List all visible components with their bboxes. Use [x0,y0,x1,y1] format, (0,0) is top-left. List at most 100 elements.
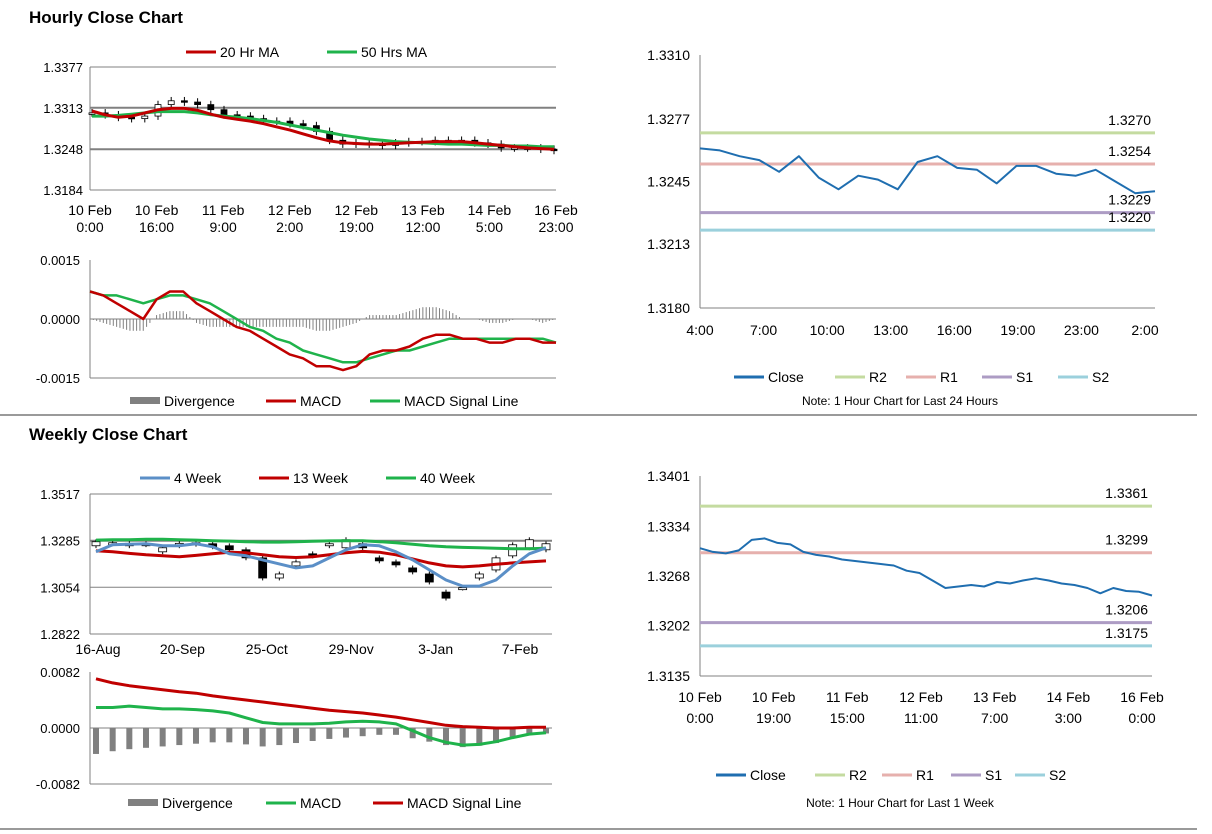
weekly-legend-ma40-label: 40 Week [420,470,476,486]
hourly-xtick-date: 10 Feb [135,202,179,218]
weekly-macd-ytick-label: 0.0000 [40,721,80,736]
weekly-divergence-bar [343,728,349,738]
close1w-level-label-s1: 1.3206 [1105,602,1148,618]
close1w-ytick-label: 1.3135 [647,668,690,684]
weekly-divergence-bar [259,728,266,747]
close24h-xtick-label: 23:00 [1064,322,1099,338]
weekly-ytick-label: 1.3517 [40,487,80,502]
close1w-xtick-time: 7:00 [981,710,1008,726]
hourly-macd-ytick-label: 0.0015 [40,253,80,268]
weekly-divergence-bar [93,728,99,754]
hourly-candle-body [207,104,215,111]
weekly-divergence-bar [276,728,283,746]
close1w-ytick-label: 1.3268 [647,568,690,584]
weekly-candle-body [524,539,534,549]
hourly-ytick-label: 1.3248 [43,142,83,157]
hourly-xtick-date: 10 Feb [68,202,112,218]
weekly-divergence-bar [493,728,499,744]
close1w-xtick-date: 13 Feb [973,689,1017,705]
close1w-xtick-time: 3:00 [1055,710,1082,726]
weekly-xtick-label: 29-Nov [329,641,374,657]
close1w-note: Note: 1 Hour Chart for Last 1 Week [806,796,995,810]
weekly-legend-ma13-label: 13 Week [293,470,349,486]
hourly-xtick-time: 9:00 [210,219,237,235]
close24h-xtick-label: 13:00 [873,322,908,338]
weekly-ytick-label: 1.3285 [40,534,80,549]
hourly-ma50-line [92,110,554,149]
hourly-candle-body [141,115,149,120]
weekly-candle-body [424,573,434,583]
close1w-xtick-time: 0:00 [686,710,713,726]
weekly-divergence-bar [443,728,449,746]
weekly-macd-line [96,704,547,747]
close24h-xtick-label: 2:00 [1131,322,1158,338]
weekly-candle-body [408,567,418,573]
weekly-candle-body [474,573,484,579]
close24h-xtick-label: 7:00 [750,322,777,338]
weekly-candle-body [508,544,518,557]
close24h-ytick-label: 1.3213 [647,236,690,252]
close1w-xtick-time: 19:00 [756,710,791,726]
close24h-level-label-r2: 1.3270 [1108,112,1151,128]
hourly-xtick-time: 12:00 [405,219,440,235]
hourly-legend-divergence-swatch [130,397,160,404]
weekly-legend-divergence-swatch [128,799,158,806]
close1w-legend-r1-label: R1 [916,767,934,783]
weekly-divergence-bar [309,728,316,741]
hourly-xtick-date: 12 Feb [334,202,378,218]
weekly-candle-body [374,557,384,562]
close1w-xtick-date: 14 Feb [1047,689,1091,705]
close24h-xtick-label: 16:00 [937,322,972,338]
close24h-level-label-s1: 1.3229 [1108,192,1151,208]
close24h-legend-r2-label: R2 [869,369,887,385]
hourly-legend-ma50-label: 50 Hrs MA [361,44,428,60]
hourly-xtick-date: 12 Feb [268,202,312,218]
close1w-ytick-label: 1.3202 [647,618,690,634]
weekly-ma40-line [95,537,547,551]
weekly-candle-body [391,561,401,566]
close24h-xtick-label: 19:00 [1000,322,1035,338]
weekly-candle-body [541,543,551,551]
hourly-candle-body [167,100,175,106]
weekly-ma4-line [95,542,547,588]
hourly-macd-ytick-label: -0.0015 [36,371,80,386]
close1w-legend-r2-label: R2 [849,767,867,783]
section-divider [0,414,1197,416]
hourly-ytick-label: 1.3377 [43,60,83,75]
weekly-divergence-bar [476,728,483,746]
close24h-legend-s2-label: S2 [1092,369,1109,385]
hourly-ma20-line [91,106,555,151]
weekly-xtick-label: 7-Feb [502,641,539,657]
close1w-legend-s2-label: S2 [1049,767,1066,783]
hourly-candle-body [88,112,96,115]
close1w-xtick-time: 11:00 [904,710,938,726]
weekly-divergence-bar [409,728,416,739]
weekly-candle-body [158,547,168,553]
close24h-xtick-label: 10:00 [810,322,845,338]
hourly-xtick-time: 0:00 [76,219,103,235]
hourly-ytick-label: 1.3184 [43,183,83,198]
close1w-xtick-time: 15:00 [830,710,865,726]
hourly-xtick-time: 23:00 [538,219,573,235]
close1w-close-line [699,537,1153,597]
close1w-ytick-label: 1.3334 [647,518,690,534]
weekly-divergence-bar [359,728,366,737]
weekly-candle-body [91,541,101,547]
weekly-divergence-bar [293,728,299,744]
hourly-legend-divergence-label: Divergence [164,393,235,409]
close1w-xtick-date: 12 Feb [899,689,943,705]
weekly-divergence-bar [159,728,166,747]
weekly-candle-body [224,545,234,551]
close1w-ytick-label: 1.3401 [647,468,690,484]
close1w-xtick-date: 11 Feb [826,689,869,705]
hourly-ytick-label: 1.3313 [43,101,83,116]
close24h-close-line [699,147,1156,195]
weekly-divergence-bar [126,728,133,750]
close1w-xtick-time: 0:00 [1128,710,1155,726]
hourly-macd-ytick-label: 0.0000 [40,312,80,327]
weekly-section-title: Weekly Close Chart [29,425,188,444]
weekly-divergence-bar [193,728,199,744]
weekly-divergence-bar [109,728,116,752]
hourly-legend-macd-label: MACD [300,393,341,409]
close24h-ytick-label: 1.3245 [647,174,690,190]
